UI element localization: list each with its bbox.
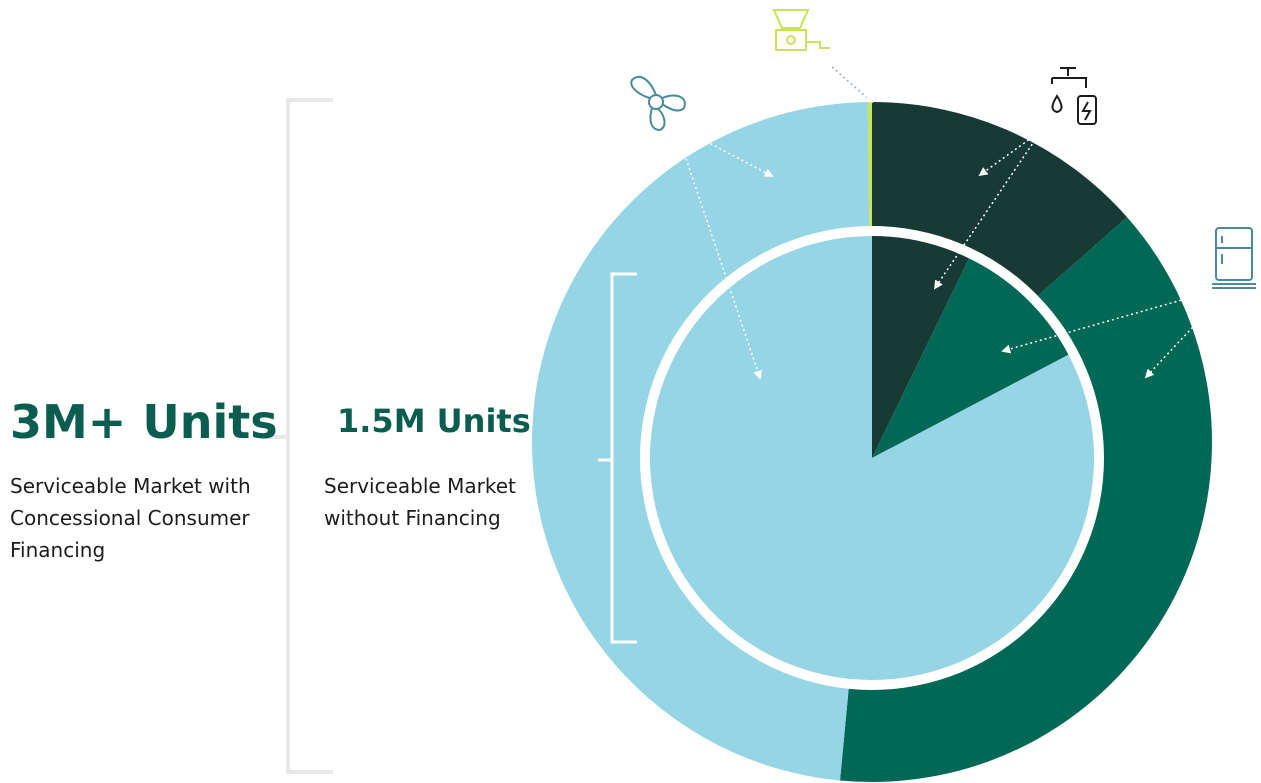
fridge-icon: [1212, 227, 1256, 289]
grinder-icon: [772, 9, 830, 51]
arrow: [831, 66, 874, 104]
outer-bracket: [286, 98, 333, 774]
tap-icon: [1051, 67, 1097, 125]
pie-slice: [650, 236, 1094, 680]
inner-subtitle: Serviceable Market without Financing: [324, 474, 516, 530]
pie-slice: [872, 236, 970, 458]
brackets: [262, 98, 333, 774]
inner-title: 1.5M Units: [337, 402, 531, 440]
pie-slice: [872, 258, 1069, 458]
arrow: [1144, 297, 1221, 379]
outer-title: 3M+ Units: [10, 395, 278, 449]
arrow: [674, 124, 774, 177]
inner-bracket: [598, 272, 637, 644]
fan-icon: [630, 75, 686, 132]
outer-subtitle: Serviceable Market with Concessional Con…: [10, 474, 251, 562]
inner-bracket-line: [610, 272, 637, 644]
arrow: [978, 127, 1046, 177]
pies: [531, 102, 1212, 783]
arrow: [1001, 291, 1211, 354]
pointer-arrows: [674, 66, 1221, 380]
